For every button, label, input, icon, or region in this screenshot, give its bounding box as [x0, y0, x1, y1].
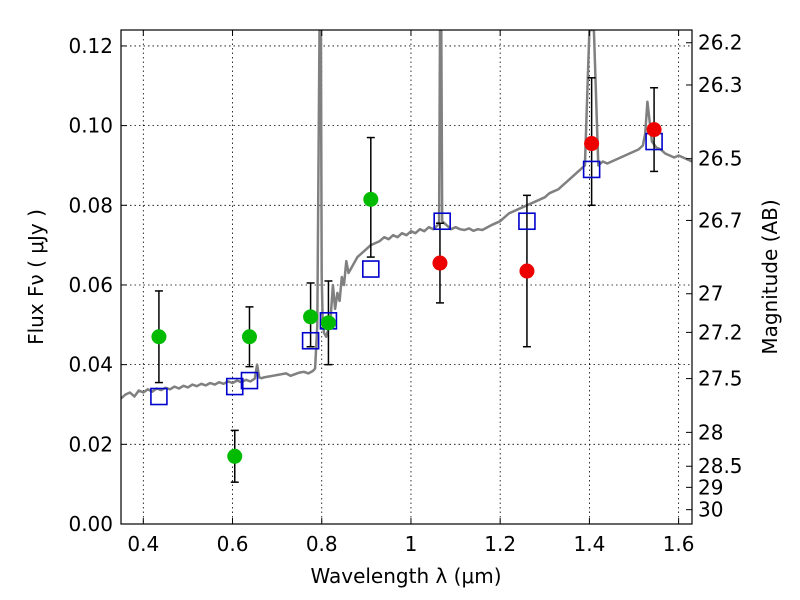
mag-tick-label: 26.7	[698, 208, 743, 232]
spectrum-line	[121, 30, 692, 400]
mag-tick-label: 28	[698, 420, 723, 444]
data-point	[432, 255, 448, 271]
mag-tick-label: 26.3	[698, 73, 743, 97]
x-tick-label: 0.4	[127, 532, 159, 556]
mag-tick-label: 28.5	[698, 454, 743, 478]
data-point	[646, 122, 662, 138]
y-tick-label: 0.00	[68, 512, 113, 536]
mag-tick-label: 30	[698, 498, 723, 522]
data-point	[584, 136, 600, 152]
data-point	[151, 329, 167, 345]
y-tick-label: 0.04	[68, 353, 113, 377]
x-axis-title: Wavelength λ (μm)	[310, 564, 501, 588]
model-square	[582, 160, 601, 179]
mag-tick-label: 27.5	[698, 367, 743, 391]
mag-tick-label: 27.2	[698, 320, 743, 344]
model-square	[225, 377, 244, 396]
tick-labels: 0.4 0.6 0.8 1 1.2 1.4 1.6 0.00 0.02 0.04 0.06 0.08 0…	[68, 31, 742, 556]
x-tick-label: 0.6	[217, 532, 249, 556]
y-tick-label: 0.02	[68, 432, 113, 456]
y-tick-label: 0.08	[68, 193, 113, 217]
x-tick-label: 1.4	[573, 532, 605, 556]
y-tick-label: 0.06	[68, 273, 113, 297]
data-point	[363, 191, 379, 207]
data-point	[320, 315, 336, 331]
mag-tick-label: 26.2	[698, 31, 743, 55]
y2-axis-title: Magnitude (AB)	[758, 199, 782, 354]
plot-background	[121, 30, 692, 524]
model-square	[518, 212, 536, 231]
x-tick-label: 1.2	[484, 532, 516, 556]
spectrum-layer	[121, 30, 692, 400]
observed-points	[151, 122, 662, 464]
model-squares	[150, 132, 663, 406]
model-square	[150, 387, 168, 406]
y-tick-label: 0.10	[68, 114, 113, 138]
ticks	[121, 30, 692, 525]
plot-frame	[120, 29, 693, 525]
model-square	[301, 331, 320, 350]
data-point	[303, 309, 319, 325]
mag-tick-label: 27	[698, 282, 723, 306]
model-square	[240, 371, 259, 390]
mag-tick-label: 29	[698, 475, 723, 499]
x-tick-label: 1.6	[663, 532, 695, 556]
data-point	[227, 448, 243, 464]
y-tick-label: 0.12	[68, 34, 113, 58]
mag-tick-label: 26.5	[698, 147, 743, 171]
x-tick-label: 1	[405, 532, 418, 556]
x-tick-label: 0.8	[306, 532, 338, 556]
model-square	[433, 212, 451, 231]
y-axis-title: Flux Fν ( μJy )	[24, 209, 48, 345]
model-square	[362, 260, 380, 278]
data-point	[241, 329, 257, 345]
data-point	[519, 263, 535, 279]
